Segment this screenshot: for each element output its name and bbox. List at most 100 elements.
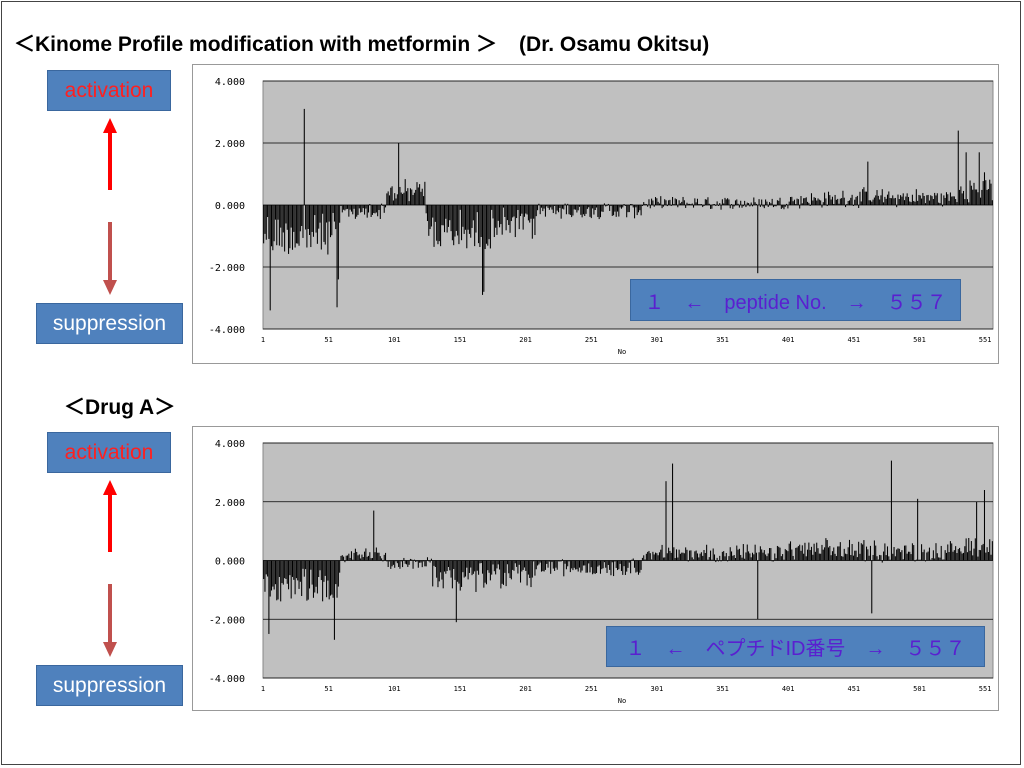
- bar-peptide-510: [930, 559, 932, 561]
- bar-peptide-383: [763, 205, 765, 209]
- bar-peptide-384: [765, 554, 767, 561]
- bar-peptide-74: [358, 554, 360, 561]
- bar-peptide-548: [980, 197, 982, 205]
- bar-peptide-128: [429, 560, 431, 563]
- bar-peptide-187: [506, 205, 508, 221]
- bar-peptide-326: [689, 203, 691, 205]
- bar-peptide-32: [303, 560, 305, 577]
- bar-peptide-92: [382, 560, 384, 562]
- bar-peptide-126: [426, 557, 429, 561]
- bar-peptide-530: [956, 553, 958, 561]
- bar-peptide-533: [960, 186, 962, 205]
- bar-peptide-81: [367, 555, 370, 561]
- bar-peptide-38: [311, 560, 313, 585]
- bar-peptide-163: [475, 560, 477, 592]
- bar-peptide-200: [523, 560, 525, 568]
- bar-peptide-342: [710, 205, 712, 209]
- bar-peptide-304: [660, 549, 662, 561]
- bar-peptide-35: [307, 205, 309, 229]
- bar-peptide-18: [285, 205, 287, 224]
- bar-peptide-263: [606, 205, 608, 206]
- bar-peptide-27: [297, 560, 299, 581]
- bar-peptide-196: [518, 205, 520, 230]
- bar-peptide-399: [784, 205, 786, 207]
- bar-peptide-223: [554, 205, 556, 206]
- bar-peptide-360: [733, 205, 735, 207]
- bar-peptide-256: [597, 560, 599, 567]
- bar-peptide-537: [965, 152, 967, 205]
- bar-peptide-514: [935, 543, 937, 561]
- bar-peptide-472: [880, 195, 882, 205]
- bar-peptide-181: [499, 205, 501, 228]
- bar-peptide-406: [793, 199, 795, 205]
- bar-peptide-149: [457, 560, 459, 582]
- bar-peptide-210: [537, 560, 539, 566]
- bar-peptide-24: [293, 205, 295, 232]
- bar-peptide-359: [732, 555, 734, 561]
- bar-peptide-470: [877, 559, 879, 561]
- bar-peptide-124: [424, 181, 426, 205]
- bar-peptide-211: [538, 560, 540, 565]
- bar-peptide-109: [404, 179, 406, 205]
- bar-peptide-354: [725, 199, 727, 205]
- bar-peptide-228: [560, 205, 562, 219]
- bar-peptide-545: [976, 501, 978, 561]
- bar-peptide-374: [751, 205, 754, 207]
- bar-peptide-546: [977, 556, 979, 561]
- bar-peptide-229: [561, 205, 563, 209]
- bar-peptide-470: [877, 195, 879, 205]
- bar-peptide-275: [622, 560, 624, 575]
- bar-peptide-496: [911, 194, 913, 205]
- bar-peptide-225: [556, 205, 558, 211]
- bar-peptide-430: [825, 538, 827, 561]
- bar-peptide-498: [914, 201, 916, 205]
- bar-peptide-542: [972, 555, 974, 561]
- suppression-box-2: suppression: [36, 665, 183, 706]
- bar-peptide-104: [398, 143, 400, 205]
- bar-peptide-25: [294, 205, 296, 248]
- bar-peptide-19: [286, 560, 288, 584]
- bar-peptide-267: [611, 205, 613, 216]
- bar-peptide-493: [907, 551, 909, 561]
- bar-peptide-556: [990, 554, 992, 561]
- bar-peptide-348: [717, 205, 719, 206]
- bar-peptide-188: [508, 560, 510, 574]
- bar-peptide-306: [662, 205, 664, 207]
- bar-peptide-549: [981, 545, 983, 561]
- bar-peptide-407: [795, 547, 797, 561]
- bar-peptide-190: [510, 205, 512, 222]
- bar-peptide-301: [656, 198, 658, 205]
- bar-peptide-218: [547, 205, 549, 208]
- bar-peptide-305: [661, 205, 663, 209]
- x-tick-label: 551: [979, 685, 992, 693]
- bar-peptide-112: [408, 201, 410, 205]
- bar-peptide-389: [771, 560, 773, 562]
- bar-peptide-60: [340, 555, 342, 561]
- bar-peptide-207: [533, 560, 535, 562]
- bar-peptide-424: [817, 198, 819, 205]
- bar-peptide-268: [613, 560, 615, 577]
- bar-peptide-61: [341, 555, 343, 561]
- bar-peptide-78: [364, 205, 366, 215]
- bar-peptide-197: [520, 205, 522, 217]
- bar-peptide-498: [914, 560, 916, 562]
- bar-peptide-217: [546, 560, 548, 564]
- bar-peptide-397: [782, 205, 784, 208]
- bar-peptide-34: [306, 205, 308, 248]
- bar-peptide-44: [319, 205, 321, 223]
- bar-peptide-39: [312, 560, 314, 598]
- bar-peptide-516: [938, 557, 940, 561]
- bar-peptide-531: [957, 130, 959, 205]
- bar-peptide-57: [336, 560, 338, 598]
- bar-peptide-295: [648, 550, 650, 561]
- bar-peptide-275: [622, 205, 624, 208]
- bar-peptide-215: [543, 205, 545, 209]
- bar-peptide-318: [678, 200, 680, 205]
- bar-peptide-396: [780, 205, 782, 209]
- bar-peptide-122: [421, 188, 423, 205]
- bar-peptide-8: [272, 205, 274, 251]
- bar-peptide-334: [699, 204, 701, 205]
- bar-peptide-488: [901, 550, 903, 561]
- bar-peptide-480: [890, 198, 892, 205]
- bar-peptide-441: [839, 542, 841, 561]
